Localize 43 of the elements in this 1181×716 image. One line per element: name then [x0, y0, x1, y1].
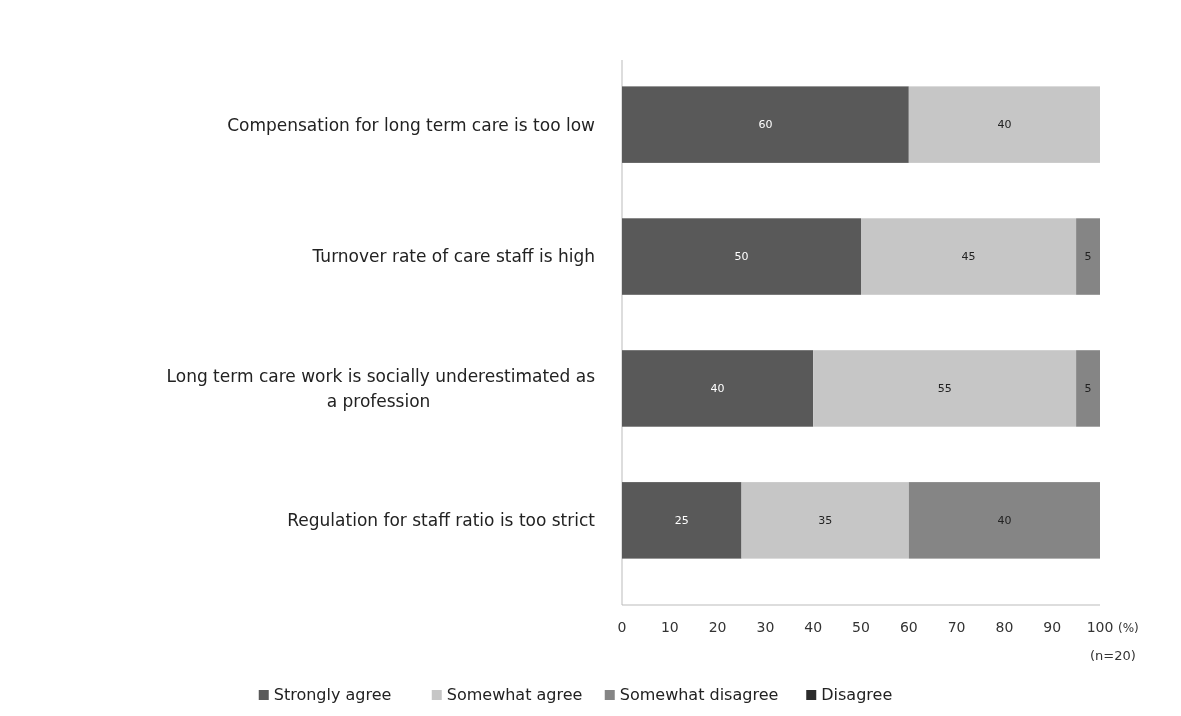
data-label: 55 [937, 382, 952, 396]
data-label: 40 [710, 382, 725, 396]
y-tick-label: Compensation for long term care is too low [227, 114, 596, 135]
data-label: 45 [961, 250, 976, 264]
x-tick-label: 80 [995, 619, 1014, 635]
x-tick-label: 70 [947, 619, 966, 635]
x-tick-label: 10 [660, 619, 679, 635]
x-tick-label: 50 [852, 619, 870, 635]
legend-label: Somewhat agree [446, 685, 583, 704]
data-label: 5 [1084, 250, 1092, 264]
x-tick-label: 100 [1086, 619, 1114, 635]
text: (n=20) [1090, 648, 1136, 663]
y-tick-label: Long term care work is socially underestimated as a profession [166, 366, 596, 412]
y-tick-label: Turnover rate of care staff is high [311, 246, 595, 267]
bar [1076, 350, 1100, 427]
x-tick-label: 40 [804, 619, 823, 635]
data-label: 25 [674, 514, 689, 528]
data-label: 40 [997, 514, 1012, 528]
bar [741, 482, 909, 559]
data-label: 5 [1084, 382, 1092, 396]
bar [622, 218, 861, 295]
bar [813, 350, 1077, 427]
x-tick-label: 20 [708, 619, 727, 635]
data-label: 60 [758, 118, 773, 132]
legend-label: Somewhat disagree [619, 685, 779, 704]
legend-label: Disagree [821, 685, 893, 704]
bar [1076, 218, 1100, 295]
x-tick-label: 30 [756, 619, 775, 635]
bar [908, 482, 1100, 559]
bar [622, 350, 814, 427]
data-label: 35 [818, 514, 833, 528]
x-tick-label: 60 [899, 619, 918, 635]
bar [622, 482, 742, 559]
bar [908, 86, 1100, 163]
bar [861, 218, 1077, 295]
bar [622, 86, 909, 163]
y-tick-label: Regulation for staff ratio is too strict [287, 510, 596, 531]
x-axis-title: (%) [1118, 621, 1139, 635]
x-tick-label: 0 [617, 619, 627, 635]
x-tick-label: 90 [1043, 619, 1062, 635]
data-label: 40 [997, 118, 1012, 132]
data-label: 50 [734, 250, 749, 264]
legend-label: Strongly agree [273, 685, 392, 704]
